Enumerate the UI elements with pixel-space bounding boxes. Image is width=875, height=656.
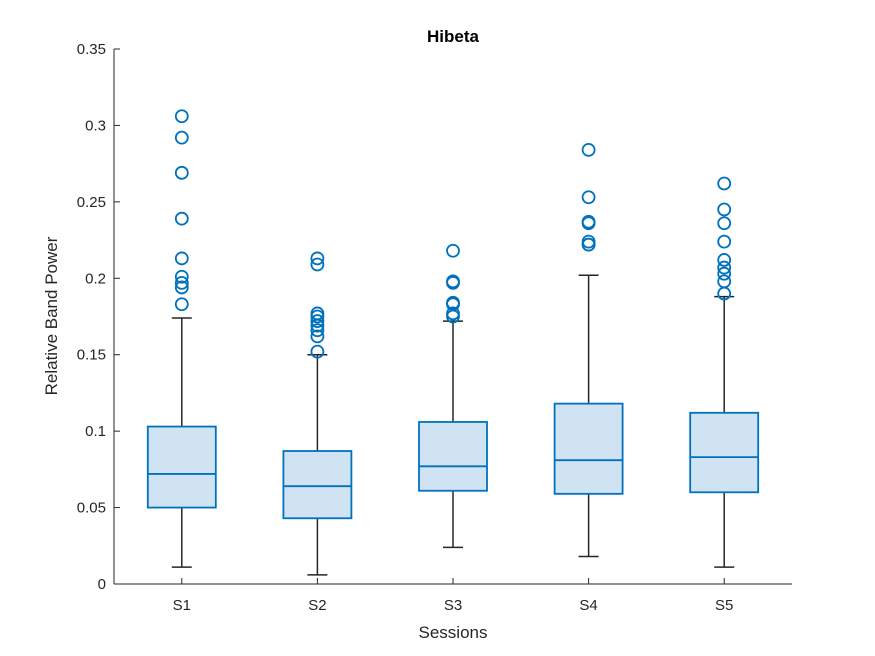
outlier-point xyxy=(581,190,596,205)
y-tick-label: 0.25 xyxy=(77,194,106,211)
outlier-point xyxy=(717,234,732,249)
outlier-point xyxy=(174,109,189,124)
box-s3 xyxy=(418,243,488,549)
outlier-point xyxy=(310,329,325,344)
outlier-point xyxy=(717,202,732,217)
outlier-point xyxy=(446,275,460,290)
x-tick-label: S2 xyxy=(308,597,326,614)
outlier-point xyxy=(717,253,732,267)
iqr-box xyxy=(689,411,760,494)
x-tick-label: S3 xyxy=(444,597,462,614)
outlier-point xyxy=(581,216,596,231)
y-tick-label: 0.3 xyxy=(85,117,106,134)
outlier-point xyxy=(310,323,325,338)
outlier-point xyxy=(174,280,189,295)
outlier-point xyxy=(717,260,732,275)
outlier-point xyxy=(174,269,189,284)
y-axis-label: Relative Band Power xyxy=(42,236,61,395)
x-tick-label: S4 xyxy=(579,597,597,614)
iqr-box xyxy=(418,421,488,492)
outlier-point xyxy=(174,297,189,312)
x-tick-label: S1 xyxy=(173,597,191,614)
box-series xyxy=(146,109,760,576)
iqr-box xyxy=(146,425,217,509)
box-s2 xyxy=(282,251,353,576)
outlier-point xyxy=(717,176,732,191)
y-tick-label: 0.1 xyxy=(85,423,106,440)
y-tick-label: 0.2 xyxy=(85,270,106,287)
outlier-point xyxy=(446,309,460,324)
outlier-point xyxy=(174,251,189,266)
outlier-point xyxy=(174,275,189,290)
outlier-point xyxy=(717,274,732,289)
x-axis-label: Sessions xyxy=(419,623,488,642)
y-axis-ticks: 0 0.05 0.1 0.15 0.2 0.25 0.3 0.35 xyxy=(77,41,120,593)
chart-title: Hibeta xyxy=(427,27,480,46)
outlier-point xyxy=(717,286,732,301)
outlier-point xyxy=(310,309,325,324)
outlier-point xyxy=(174,211,189,226)
iqr-box xyxy=(553,402,624,495)
iqr-box xyxy=(282,450,353,520)
outlier-point xyxy=(174,165,189,180)
box-s5 xyxy=(689,176,760,568)
outlier-point xyxy=(310,257,325,272)
outlier-point xyxy=(310,318,325,333)
outlier-point xyxy=(174,130,189,145)
outlier-point xyxy=(446,243,460,258)
y-tick-label: 0 xyxy=(98,576,106,593)
outlier-point xyxy=(310,344,325,359)
outlier-point xyxy=(717,266,732,281)
box-s4 xyxy=(553,142,624,558)
box-s1 xyxy=(146,109,217,568)
outlier-point xyxy=(717,216,732,231)
y-tick-label: 0.15 xyxy=(77,347,106,364)
outlier-point xyxy=(581,237,596,252)
y-tick-label: 0.05 xyxy=(77,500,106,517)
outlier-point xyxy=(310,251,325,266)
outlier-point xyxy=(581,142,596,157)
x-tick-label: S5 xyxy=(715,597,733,614)
outlier-point xyxy=(310,314,325,328)
x-axis-ticks: S1 S2 S3 S4 S5 xyxy=(173,578,733,614)
y-tick-label: 0.35 xyxy=(77,41,106,58)
